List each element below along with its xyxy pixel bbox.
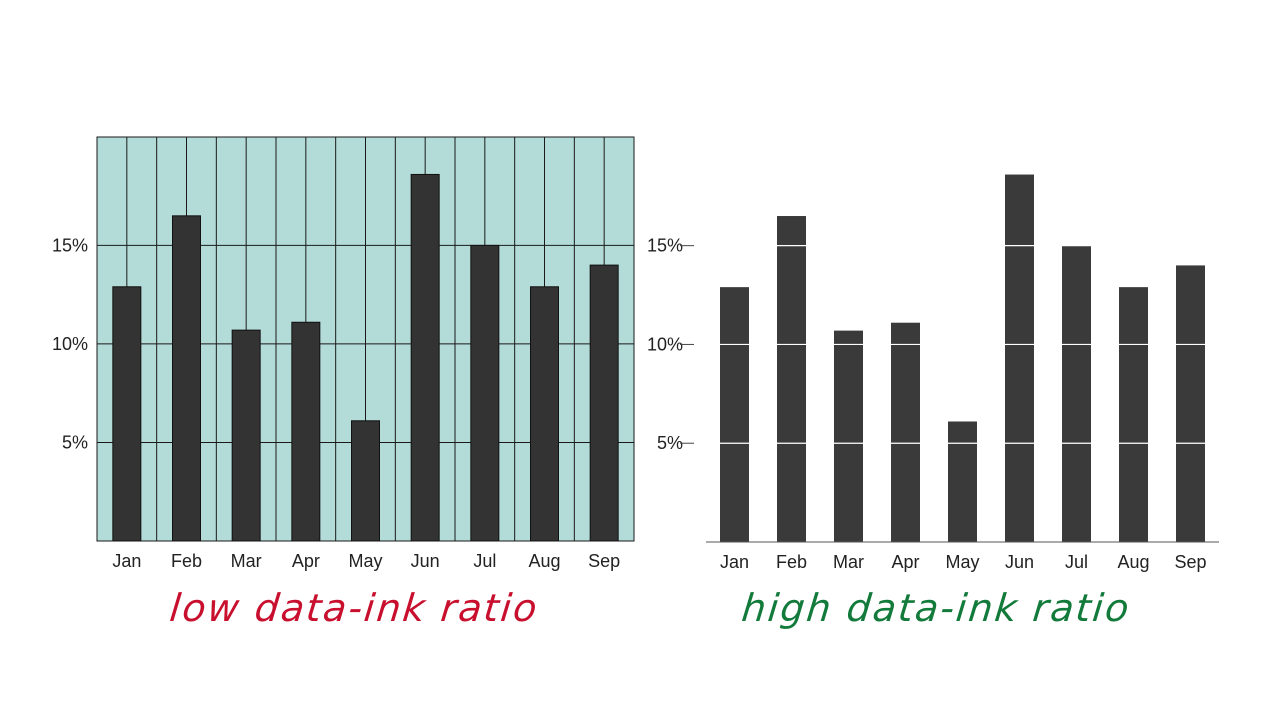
left-bar-aug xyxy=(530,286,559,542)
right-bar-jul xyxy=(1062,245,1091,542)
left-y-tick-label: 5% xyxy=(62,432,88,452)
right-bar-feb xyxy=(777,216,806,542)
right-y-tick-label: 5% xyxy=(657,433,683,453)
right-y-tick-label: 10% xyxy=(647,334,683,354)
right-bar-aug xyxy=(1119,287,1148,542)
left-x-tick-label: Apr xyxy=(292,551,320,571)
left-y-tick-label: 10% xyxy=(52,334,88,354)
left-x-tick-label: Mar xyxy=(231,551,262,571)
left-bar-mar xyxy=(231,329,261,542)
right-y-tick-label: 15% xyxy=(647,236,683,256)
left-y-tick-label: 15% xyxy=(52,235,88,255)
right-bar-mar xyxy=(834,330,863,542)
left-bar-may xyxy=(351,420,380,542)
left-x-tick-label: Feb xyxy=(171,551,202,571)
low-data-ink-chart-svg: Jan Feb Mar Apr May Jun Jul Aug Sep 5% 10% 15% xyxy=(52,136,635,571)
right-x-tick-label: Sep xyxy=(1174,552,1206,572)
left-x-tick-label: Jun xyxy=(411,551,440,571)
right-bar-sep xyxy=(1176,265,1205,542)
high-data-ink-annotation: high data-ink ratio xyxy=(739,586,1133,630)
right-bar-may xyxy=(948,421,977,542)
right-x-tick-label: Jul xyxy=(1065,552,1088,572)
left-bar-jan xyxy=(112,286,142,542)
left-x-tick-label: Jan xyxy=(112,551,141,571)
left-bar-apr xyxy=(291,321,321,542)
right-x-tick-label: Aug xyxy=(1117,552,1149,572)
left-x-tick-label: May xyxy=(348,551,382,571)
left-bar-jun xyxy=(410,173,440,542)
right-x-tick-label: Mar xyxy=(833,552,864,572)
right-x-tick-label: May xyxy=(945,552,979,572)
left-bar-jul xyxy=(470,244,500,542)
right-bar-jan xyxy=(720,287,749,542)
right-x-tick-label: Jun xyxy=(1005,552,1034,572)
left-x-tick-label: Aug xyxy=(528,551,560,571)
left-bar-sep xyxy=(589,264,619,542)
right-bar-jun xyxy=(1005,174,1034,542)
right-x-tick-label: Feb xyxy=(776,552,807,572)
left-x-tick-label: Jul xyxy=(473,551,496,571)
right-bar-apr xyxy=(891,322,920,542)
left-x-tick-label: Sep xyxy=(588,551,620,571)
right-x-tick-label: Jan xyxy=(720,552,749,572)
right-x-tick-label: Apr xyxy=(891,552,919,572)
low-data-ink-annotation: low data-ink ratio xyxy=(167,586,541,630)
left-bar-feb xyxy=(172,215,201,542)
